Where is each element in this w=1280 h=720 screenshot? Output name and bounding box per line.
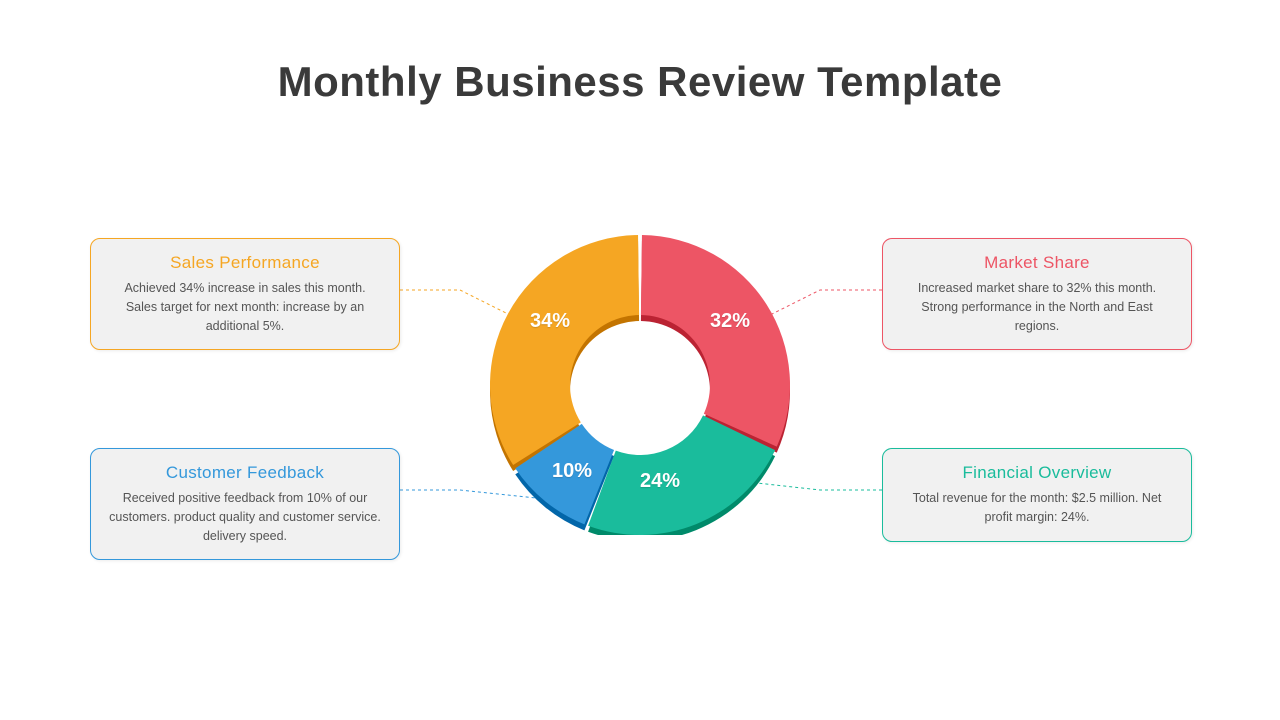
info-heading: Customer Feedback — [109, 463, 381, 483]
slice-label-customer-feedback: 10% — [552, 460, 592, 483]
info-body: Received positive feedback from 10% of o… — [109, 489, 381, 545]
info-heading: Market Share — [901, 253, 1173, 273]
info-heading: Sales Performance — [109, 253, 381, 273]
info-body: Increased market share to 32% this month… — [901, 279, 1173, 335]
info-box-customer-feedback: Customer Feedback Received positive feed… — [90, 448, 400, 560]
info-heading: Financial Overview — [901, 463, 1173, 483]
info-body: Total revenue for the month: $2.5 millio… — [901, 489, 1173, 527]
slice-label-sales-performance: 34% — [530, 310, 570, 333]
info-box-market-share: Market Share Increased market share to 3… — [882, 238, 1192, 350]
page-title: Monthly Business Review Template — [0, 58, 1280, 106]
info-box-financial-overview: Financial Overview Total revenue for the… — [882, 448, 1192, 542]
info-box-sales-performance: Sales Performance Achieved 34% increase … — [90, 238, 400, 350]
slice-label-market-share: 32% — [710, 310, 750, 333]
slice-label-financial: 24% — [640, 470, 680, 493]
info-body: Achieved 34% increase in sales this mont… — [109, 279, 381, 335]
